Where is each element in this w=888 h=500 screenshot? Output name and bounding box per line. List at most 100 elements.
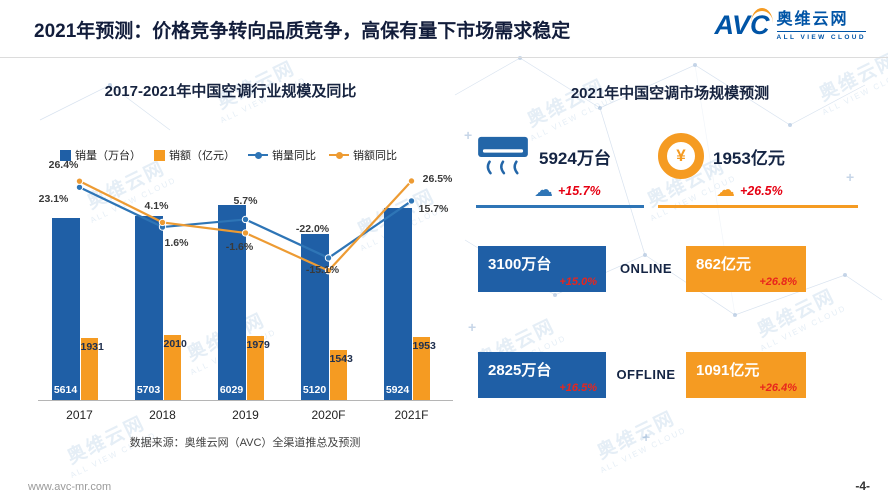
line-marker [324,267,333,275]
offline-label: OFFLINE [616,367,676,382]
total-amount-value: 1953亿元 [713,148,785,168]
volume-bar-label: 5614 [53,384,78,396]
line-value-label: 4.1% [144,200,169,213]
line-marker [241,229,250,237]
total-volume-group: 5924万台 ☁ +15.7% [476,132,644,208]
total-amount-growth-row: ☁ +26.5% [716,181,858,200]
footer-url: www.avc-mr.com [28,481,112,493]
line-marker [158,218,167,227]
online-row: 3100万台 +15.0% ONLINE 862亿元 +26.8% [478,246,818,292]
line-value-label: 26.4% [48,159,79,172]
volume-bar-label: 5120 [302,384,327,396]
offline-amount-growth: +26.4% [759,382,797,394]
total-amount-group: ¥ 1953亿元 ☁ +26.5% [658,132,858,208]
x-axis-label: 2020F [311,408,346,422]
avc-logo-tagline: ALL VIEW CLOUD [776,30,866,41]
volume-legend-swatch [60,149,71,161]
cloud-icon: ☁ [534,180,553,201]
line-value-label: 5.7% [233,195,258,208]
amount-underline [658,205,858,208]
right-panel-title: 2021年中国空调市场规模预测 [570,85,770,102]
volume-bar: 5614 [51,218,80,400]
volume-bar: 5120 [300,234,329,400]
line-value-label: -22.0% [295,222,330,235]
online-volume-value: 3100万台 [488,256,552,273]
avc-logo: AVC 奥维云网 ALL VIEW CLOUD [714,8,866,41]
x-axis-label: 2019 [232,408,259,422]
legend-item-volume: 销量（万台） [60,147,141,163]
total-volume-value: 5924万台 [539,148,611,168]
volume-bar: 5924 [383,208,412,400]
online-volume-growth: +15.0% [559,276,597,288]
total-amount-growth: +26.5% [740,183,783,198]
line-marker [75,177,84,185]
line-marker [407,177,416,185]
air-conditioner-icon [478,136,528,175]
legend-item-amount-yoy: 销额同比 [329,147,397,163]
total-amount-row: ¥ 1953亿元 [658,132,858,180]
legend-label: 销额同比 [353,150,397,162]
slide-title: 2021年预测：价格竞争转向品质竞争，高保有量下市场需求稳定 [34,21,571,42]
legend-item-amount: 销额（亿元） [154,147,235,163]
avc-logo-abbr: AVC [714,8,773,41]
line-marker [75,183,84,191]
line-value-label: -1.6% [225,240,254,253]
legend-label: 销额（亿元） [169,150,235,162]
legend-label: 销量同比 [272,150,316,162]
total-volume-row: 5924万台 [476,132,644,180]
volume-yoy-line-marker [248,151,268,159]
yen-symbol: ¥ [676,146,686,165]
line-value-label: 26.5% [422,172,453,185]
volume-bar-label: 5703 [136,384,161,396]
svg-text:+: + [464,127,472,143]
offline-amount-value: 1091亿元 [696,362,760,379]
left-chart-title: 2017-2021年中国空调行业规模及同比 [104,83,357,100]
trend-lines [75,177,416,275]
legend-label: 销量（万台） [75,150,141,162]
cloud-icon: ☁ [716,180,735,201]
volume-bar: 5703 [134,215,163,400]
yen-circle-icon: ¥ [658,133,704,179]
x-axis-label: 2021F [394,408,429,422]
online-volume-box: 3100万台 +15.0% [478,246,606,292]
page-number: -4- [855,479,870,493]
line-value-label: 15.7% [418,202,449,215]
total-volume-growth: +15.7% [558,183,601,198]
line-value-label: 1.6% [164,237,189,250]
offline-volume-box: 2825万台 +16.5% [478,352,606,398]
line-marker [324,254,333,262]
amount-legend-swatch [154,149,165,161]
volume-bar-label: 6029 [219,384,244,396]
total-volume-growth-row: ☁ +15.7% [534,181,644,200]
line-marker [407,197,416,205]
volume-bar: 6029 [217,205,246,400]
amount-yoy-line-marker [329,151,349,159]
legend-item-volume-yoy: 销量同比 [248,147,316,163]
line-value-label: -15.1% [305,263,340,276]
offline-amount-box: 1091亿元 +26.4% [686,352,806,398]
offline-volume-value: 2825万台 [488,362,552,379]
line-value-label: 23.1% [38,193,69,206]
amount-yoy-line [79,180,413,273]
volume-underline [476,205,644,208]
x-axis-label: 2017 [66,408,93,422]
chart-legend: 销量（万台） 销额（亿元） 销量同比 销额同比 [60,147,397,163]
combo-chart: 5614 1931 2017 5703 2010 2018 6029 1979 2019 5120… [38,159,453,422]
offline-row: 2825万台 +16.5% OFFLINE 1091亿元 +26.4% [478,352,818,398]
online-amount-growth: +26.8% [759,276,797,288]
avc-logo-wordmark: 奥维云网 ALL VIEW CLOUD [776,11,866,41]
data-source-note: 数据来源：奥维云网（AVC）全渠道推总及预测 [129,437,361,449]
volume-bar-label: 5924 [385,384,410,396]
avc-logo-name: 奥维云网 [776,11,849,28]
offline-volume-growth: +16.5% [559,382,597,394]
line-marker [241,215,250,224]
header-divider [0,57,888,58]
x-axis-label: 2018 [149,408,176,422]
svg-text:+: + [642,429,650,445]
online-label: ONLINE [619,261,673,276]
svg-text:+: + [468,319,476,335]
online-amount-value: 862亿元 [696,256,752,273]
